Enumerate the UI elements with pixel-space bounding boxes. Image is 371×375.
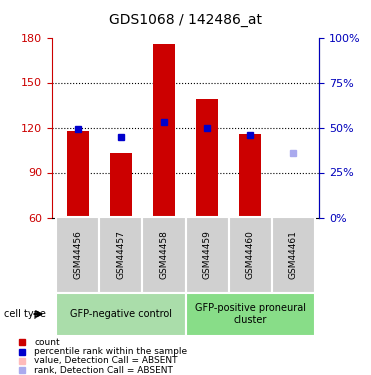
FancyBboxPatch shape [99, 217, 142, 292]
Text: GFP-positive proneural
cluster: GFP-positive proneural cluster [195, 303, 306, 325]
Text: value, Detection Call = ABSENT: value, Detection Call = ABSENT [34, 356, 178, 365]
Bar [153, 44, 175, 218]
Text: count: count [34, 338, 60, 346]
Bar [196, 99, 218, 218]
FancyBboxPatch shape [272, 217, 315, 292]
Text: GSM44460: GSM44460 [246, 231, 255, 279]
Text: rank, Detection Call = ABSENT: rank, Detection Call = ABSENT [34, 366, 173, 375]
Text: cell type: cell type [4, 309, 46, 319]
Bar [239, 134, 261, 218]
Text: GDS1068 / 142486_at: GDS1068 / 142486_at [109, 13, 262, 27]
Text: GSM44458: GSM44458 [160, 231, 168, 279]
FancyBboxPatch shape [56, 217, 99, 292]
Text: GSM44457: GSM44457 [116, 231, 125, 279]
FancyBboxPatch shape [186, 217, 229, 292]
Bar [110, 153, 132, 218]
Text: GFP-negative control: GFP-negative control [70, 309, 172, 319]
Text: GSM44456: GSM44456 [73, 231, 82, 279]
FancyBboxPatch shape [186, 292, 315, 336]
Text: GSM44461: GSM44461 [289, 231, 298, 279]
FancyBboxPatch shape [142, 217, 186, 292]
FancyBboxPatch shape [56, 292, 186, 336]
Text: GSM44459: GSM44459 [203, 231, 211, 279]
Bar [67, 130, 89, 218]
Text: percentile rank within the sample: percentile rank within the sample [34, 347, 187, 356]
FancyBboxPatch shape [229, 217, 272, 292]
